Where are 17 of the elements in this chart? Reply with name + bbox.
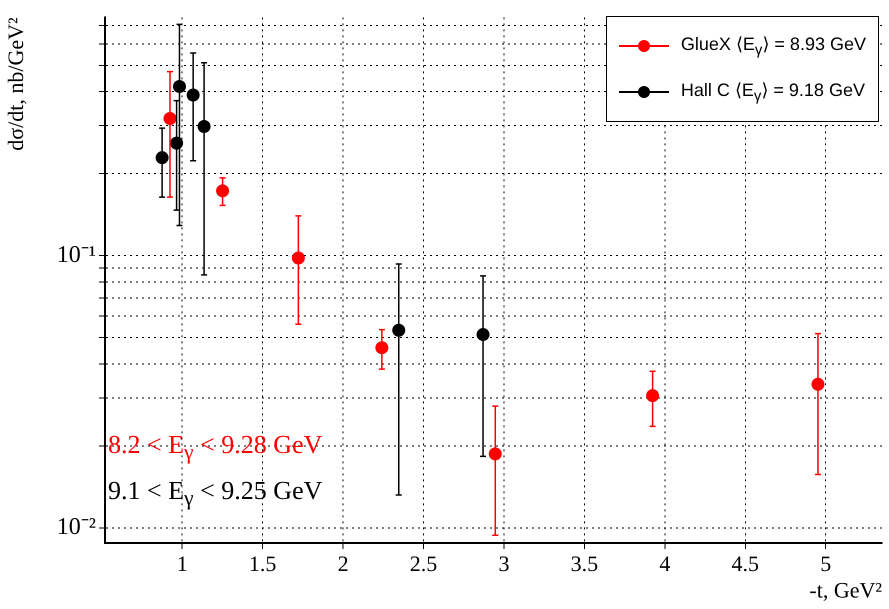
x-tick-label: 2.5	[410, 550, 438, 576]
x-tick-label: 4	[659, 550, 670, 576]
annotation: 9.1 < E$_{γ}$ < 9.25 GeV	[108, 476, 322, 512]
y-axis-title: dσ/dt, nb/GeV²	[2, 17, 28, 151]
y-tick-label: 10⁻²	[56, 514, 96, 540]
legend-label: GlueX ⟨E$_{γ}$⟩ = 8.93 GeV	[680, 33, 866, 59]
legend-label: Hall C ⟨E$_{γ}$⟩ = 9.18 GeV	[680, 79, 865, 105]
x-tick-label: 1	[176, 550, 188, 576]
x-tick-label: 3.5	[570, 550, 598, 576]
x-tick-label: 2	[338, 550, 349, 576]
x-tick-label: 4.5	[732, 550, 760, 576]
x-tick-label: 3	[498, 550, 510, 576]
y-tick-label: 10⁻¹	[56, 242, 96, 268]
annotation: 8.2 < E$_{γ}$ < 9.28 GeV	[108, 430, 322, 466]
x-tick-label: 1.5	[248, 550, 276, 576]
x-tick-label: 5	[820, 550, 832, 576]
x-axis-title: -t, GeV²	[809, 578, 882, 603]
